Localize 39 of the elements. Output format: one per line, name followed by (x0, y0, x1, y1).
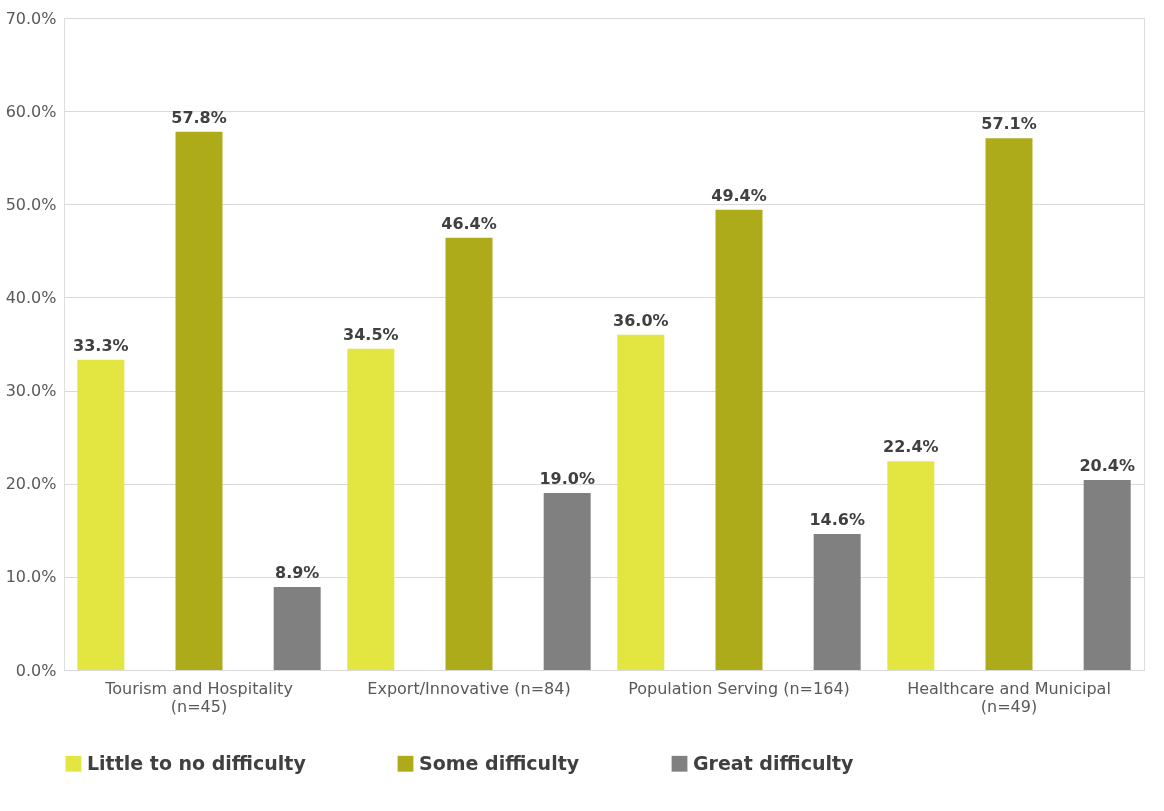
legend-label: Some difficulty (419, 751, 580, 774)
data-label: 8.9% (274, 563, 320, 583)
bar (887, 461, 935, 670)
y-tick-label: 70.0% (5, 8, 57, 28)
bar (617, 334, 665, 670)
data-label: 57.8% (171, 107, 227, 127)
legend-label: Great difficulty (693, 751, 855, 774)
data-label: 46.4% (441, 213, 497, 233)
y-tick-label: 40.0% (5, 287, 57, 307)
y-tick-label: 30.0% (5, 381, 57, 401)
bar (813, 534, 861, 670)
y-tick-label: 50.0% (5, 194, 57, 214)
data-label: 33.3% (73, 335, 129, 355)
y-tick-label: 10.0% (5, 567, 57, 587)
bar (985, 138, 1033, 670)
data-label: 34.5% (343, 324, 399, 344)
data-label: 36.0% (613, 310, 669, 330)
bar (715, 209, 763, 670)
bar (77, 359, 125, 670)
bar (445, 237, 493, 670)
data-label: 49.4% (711, 185, 767, 205)
data-label: 57.1% (981, 114, 1037, 134)
bar (273, 587, 321, 670)
x-tick-label: Healthcare and Municipal (n=49) (907, 678, 1111, 716)
bar (1083, 479, 1131, 670)
data-label: 19.0% (539, 469, 595, 489)
y-tick-label: 20.0% (5, 474, 57, 494)
data-label: 14.6% (809, 510, 865, 530)
x-tick-label: Export/Innovative (n=84) (367, 678, 571, 698)
bar (175, 131, 223, 670)
x-tick-label: Population Serving (n=164) (628, 678, 850, 698)
y-tick-label: 0.0% (15, 660, 57, 680)
bar (543, 493, 591, 670)
data-label: 22.4% (883, 437, 939, 457)
data-label: 20.4% (1079, 455, 1135, 475)
y-tick-label: 60.0% (5, 101, 57, 121)
bar (347, 348, 395, 670)
x-tick-label: Tourism and Hospitality (n=45) (104, 678, 293, 716)
legend-label: Little to no difficulty (87, 751, 307, 774)
